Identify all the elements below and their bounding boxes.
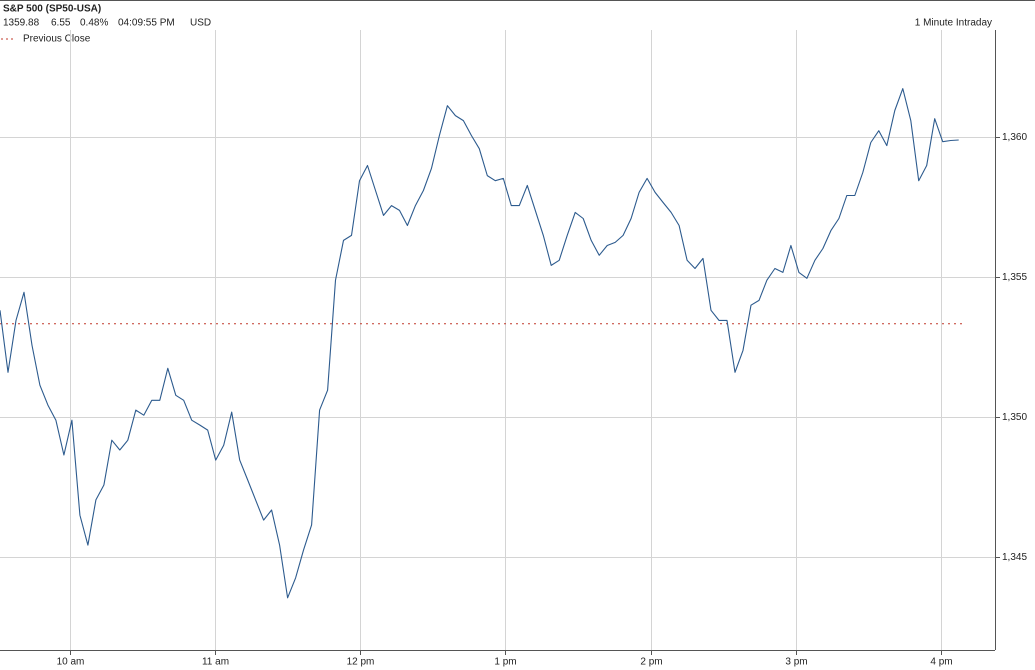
x-tick-label: 1 pm [494,657,516,668]
x-tick-label: 12 pm [347,657,375,668]
quote-change: 6.55 [51,18,71,29]
x-tick-label: 2 pm [640,657,662,668]
price-line [0,88,959,599]
quote-currency: USD [190,18,211,29]
quote-percent: 0.48% [80,18,108,29]
x-tick-label: 11 am [202,657,229,668]
x-tick-label: 4 pm [930,657,952,668]
legend-label: Previous Close [23,34,91,45]
chart-subtitle: 1 Minute Intraday [915,18,992,29]
y-tick-label: 1,350 [1002,412,1027,423]
x-tick-label: 3 pm [785,657,807,668]
y-tick-label: 1,355 [1002,272,1027,283]
quote-last: 1359.88 [3,18,40,29]
x-tick-label: 10 am [57,657,85,668]
y-tick-label: 1,345 [1002,552,1027,563]
chart-title: S&P 500 (SP50-USA) [3,4,101,15]
quote-time: 04:09:55 PM [118,18,175,29]
y-tick-label: 1,360 [1002,132,1027,143]
